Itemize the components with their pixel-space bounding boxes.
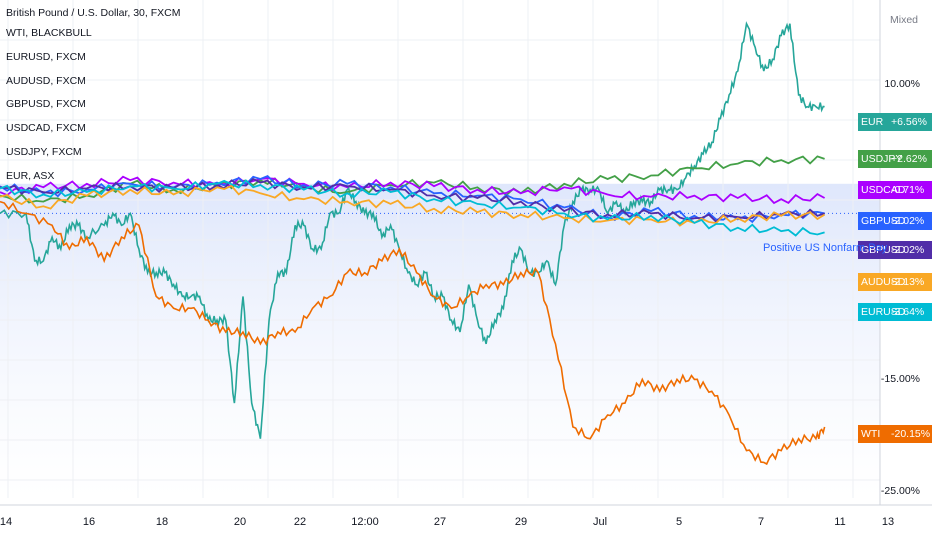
series-line-eurusd [0,179,825,237]
tag-value: +2.62% [891,153,927,165]
tag-value: -2.02% [891,244,925,256]
y-tick-label: -25.00% [880,485,920,497]
last-value-tag: AUDUSD-2.13% [858,273,932,291]
event-annotation[interactable]: Positive US Nonfarm Pay [763,242,888,254]
x-tick-label: 11 [834,516,846,528]
x-tick-label: 14 [0,516,13,528]
tag-symbol: USDCAD [861,184,906,196]
tag-value: -3.64% [891,306,925,318]
tag-value: -2.13% [891,276,925,288]
x-tick-label: Jul [592,516,608,528]
last-value-tag: WTI -20.15% [858,425,932,443]
baseline-fill [0,183,880,499]
y-tick-label: 10.00% [884,78,920,90]
series-line-usdjpy [0,155,825,204]
last-value-tag: GBPUSD-2.02% [858,241,932,259]
x-tick-label: 12:00 [351,516,379,528]
tag-value: +6.56% [891,116,927,128]
tag-symbol: EUR [861,116,884,128]
last-value-tag: USDJPY+2.62% [858,150,932,168]
legend-item-eurusd[interactable]: EURUSD, FXCM [6,50,86,63]
x-tick-label: 13 [881,516,895,528]
x-tick-label: 22 [293,516,307,528]
last-value-tag: GBPUSD-2.02% [858,212,932,230]
series-line-eur [0,21,825,439]
last-value-tag: EUR +6.56% [858,113,932,131]
tag-value: -20.15% [891,428,931,440]
tag-symbol: USDJPY [861,153,903,165]
series-line-wti [0,200,826,466]
x-tick-label: 27 [433,516,447,528]
legend-item-gbpusd[interactable]: GBPUSD, FXCM [6,98,86,111]
x-tick-label: 7 [757,516,765,528]
tag-symbol: AUDUSD [861,276,906,288]
tag-symbol: GBPUSD [861,215,906,227]
tag-symbol: WTI [861,428,881,440]
last-value-tag: EURUSD-3.64% [858,303,932,321]
series-line-audusd [0,184,826,227]
tag-symbol: EURUSD [861,306,906,318]
legend-item-usdjpy[interactable]: USDJPY, FXCM [6,145,82,158]
x-tick-label: 5 [675,516,683,528]
scale-mode-label[interactable]: Mixed [889,14,918,26]
x-tick-label: 29 [514,516,528,528]
x-tick-label: 18 [155,516,169,528]
legend-item-audusd[interactable]: AUDUSD, FXCM [6,74,86,87]
last-value-tag: USDCAD-0.71% [858,181,932,199]
series-line-usdcad [0,175,826,205]
tag-value: -2.02% [891,215,925,227]
legend-item-eur[interactable]: EUR, ASX [6,169,55,182]
x-tick-label: 20 [233,516,247,528]
y-tick-label: -15.00% [880,373,920,385]
legend-item-usdcad[interactable]: USDCAD, FXCM [6,122,86,135]
x-tick-label: 16 [82,516,96,528]
tag-value: -0.71% [891,184,925,196]
legend: British Pound / U.S. Dollar, 30, FXCM WT… [6,7,180,189]
chart-title[interactable]: British Pound / U.S. Dollar, 30, FXCM [6,7,181,19]
legend-item-wti[interactable]: WTI, BLACKBULL [6,27,92,39]
